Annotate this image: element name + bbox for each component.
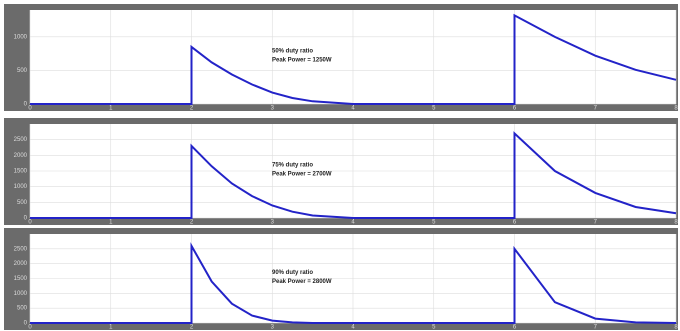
x-tick-label: 0 — [28, 106, 32, 112]
y-tick-label: 0 — [24, 321, 28, 327]
x-tick-label: 2 — [190, 106, 194, 112]
x-tick-label: 1 — [109, 106, 113, 112]
x-tick-label: 5 — [432, 220, 436, 226]
x-tick-label: 7 — [594, 220, 598, 226]
x-tick-label: 1 — [109, 325, 113, 331]
y-tick-label: 0 — [24, 216, 28, 222]
x-tick-label: 3 — [271, 220, 275, 226]
y-tick-label: 500 — [17, 200, 28, 206]
y-tick-label: 1500 — [14, 276, 28, 282]
x-tick-label: 6 — [513, 106, 517, 112]
y-tick-label: 2000 — [14, 153, 28, 159]
x-tick-label: 0 — [28, 220, 32, 226]
series-line — [30, 13, 677, 105]
annotation: 75% duty ratio — [272, 163, 313, 169]
x-tick-label: 4 — [351, 106, 355, 112]
x-tick-label: 4 — [351, 325, 355, 331]
y-tick-label: 2500 — [14, 246, 28, 252]
x-tick-label: 8 — [674, 325, 678, 331]
x-tick-label: 2 — [190, 220, 194, 226]
x-tick-label: 8 — [674, 220, 678, 226]
x-tick-label: 3 — [271, 325, 275, 331]
y-tick-label: 0 — [24, 102, 28, 108]
y-tick-label: 1000 — [14, 184, 28, 190]
x-tick-label: 7 — [594, 106, 598, 112]
y-tick-label: 500 — [17, 306, 28, 312]
x-tick-label: 8 — [674, 106, 678, 112]
x-tick-label: 5 — [432, 325, 436, 331]
series-line — [30, 242, 677, 324]
y-tick-label: 1000 — [14, 291, 28, 297]
x-tick-label: 0 — [28, 325, 32, 331]
y-tick-label: 500 — [17, 68, 28, 74]
annotation: 90% duty ratio — [272, 270, 313, 276]
y-tick-label: 1000 — [14, 34, 28, 40]
x-tick-label: 7 — [594, 325, 598, 331]
y-tick-label: 1500 — [14, 169, 28, 175]
annotation: Peak Power = 2700W — [272, 172, 332, 178]
y-tick-label: 2000 — [14, 261, 28, 267]
series-line — [30, 131, 677, 219]
annotation: Peak Power = 2800W — [272, 279, 332, 285]
y-tick-label: 2500 — [14, 137, 28, 143]
x-tick-label: 2 — [190, 325, 194, 331]
x-tick-label: 6 — [513, 220, 517, 226]
x-tick-label: 6 — [513, 325, 517, 331]
annotation: 50% duty ratio — [272, 49, 313, 55]
annotation: Peak Power = 1250W — [272, 58, 332, 64]
x-tick-label: 4 — [351, 220, 355, 226]
x-tick-label: 5 — [432, 106, 436, 112]
x-tick-label: 3 — [271, 106, 275, 112]
x-tick-label: 1 — [109, 220, 113, 226]
